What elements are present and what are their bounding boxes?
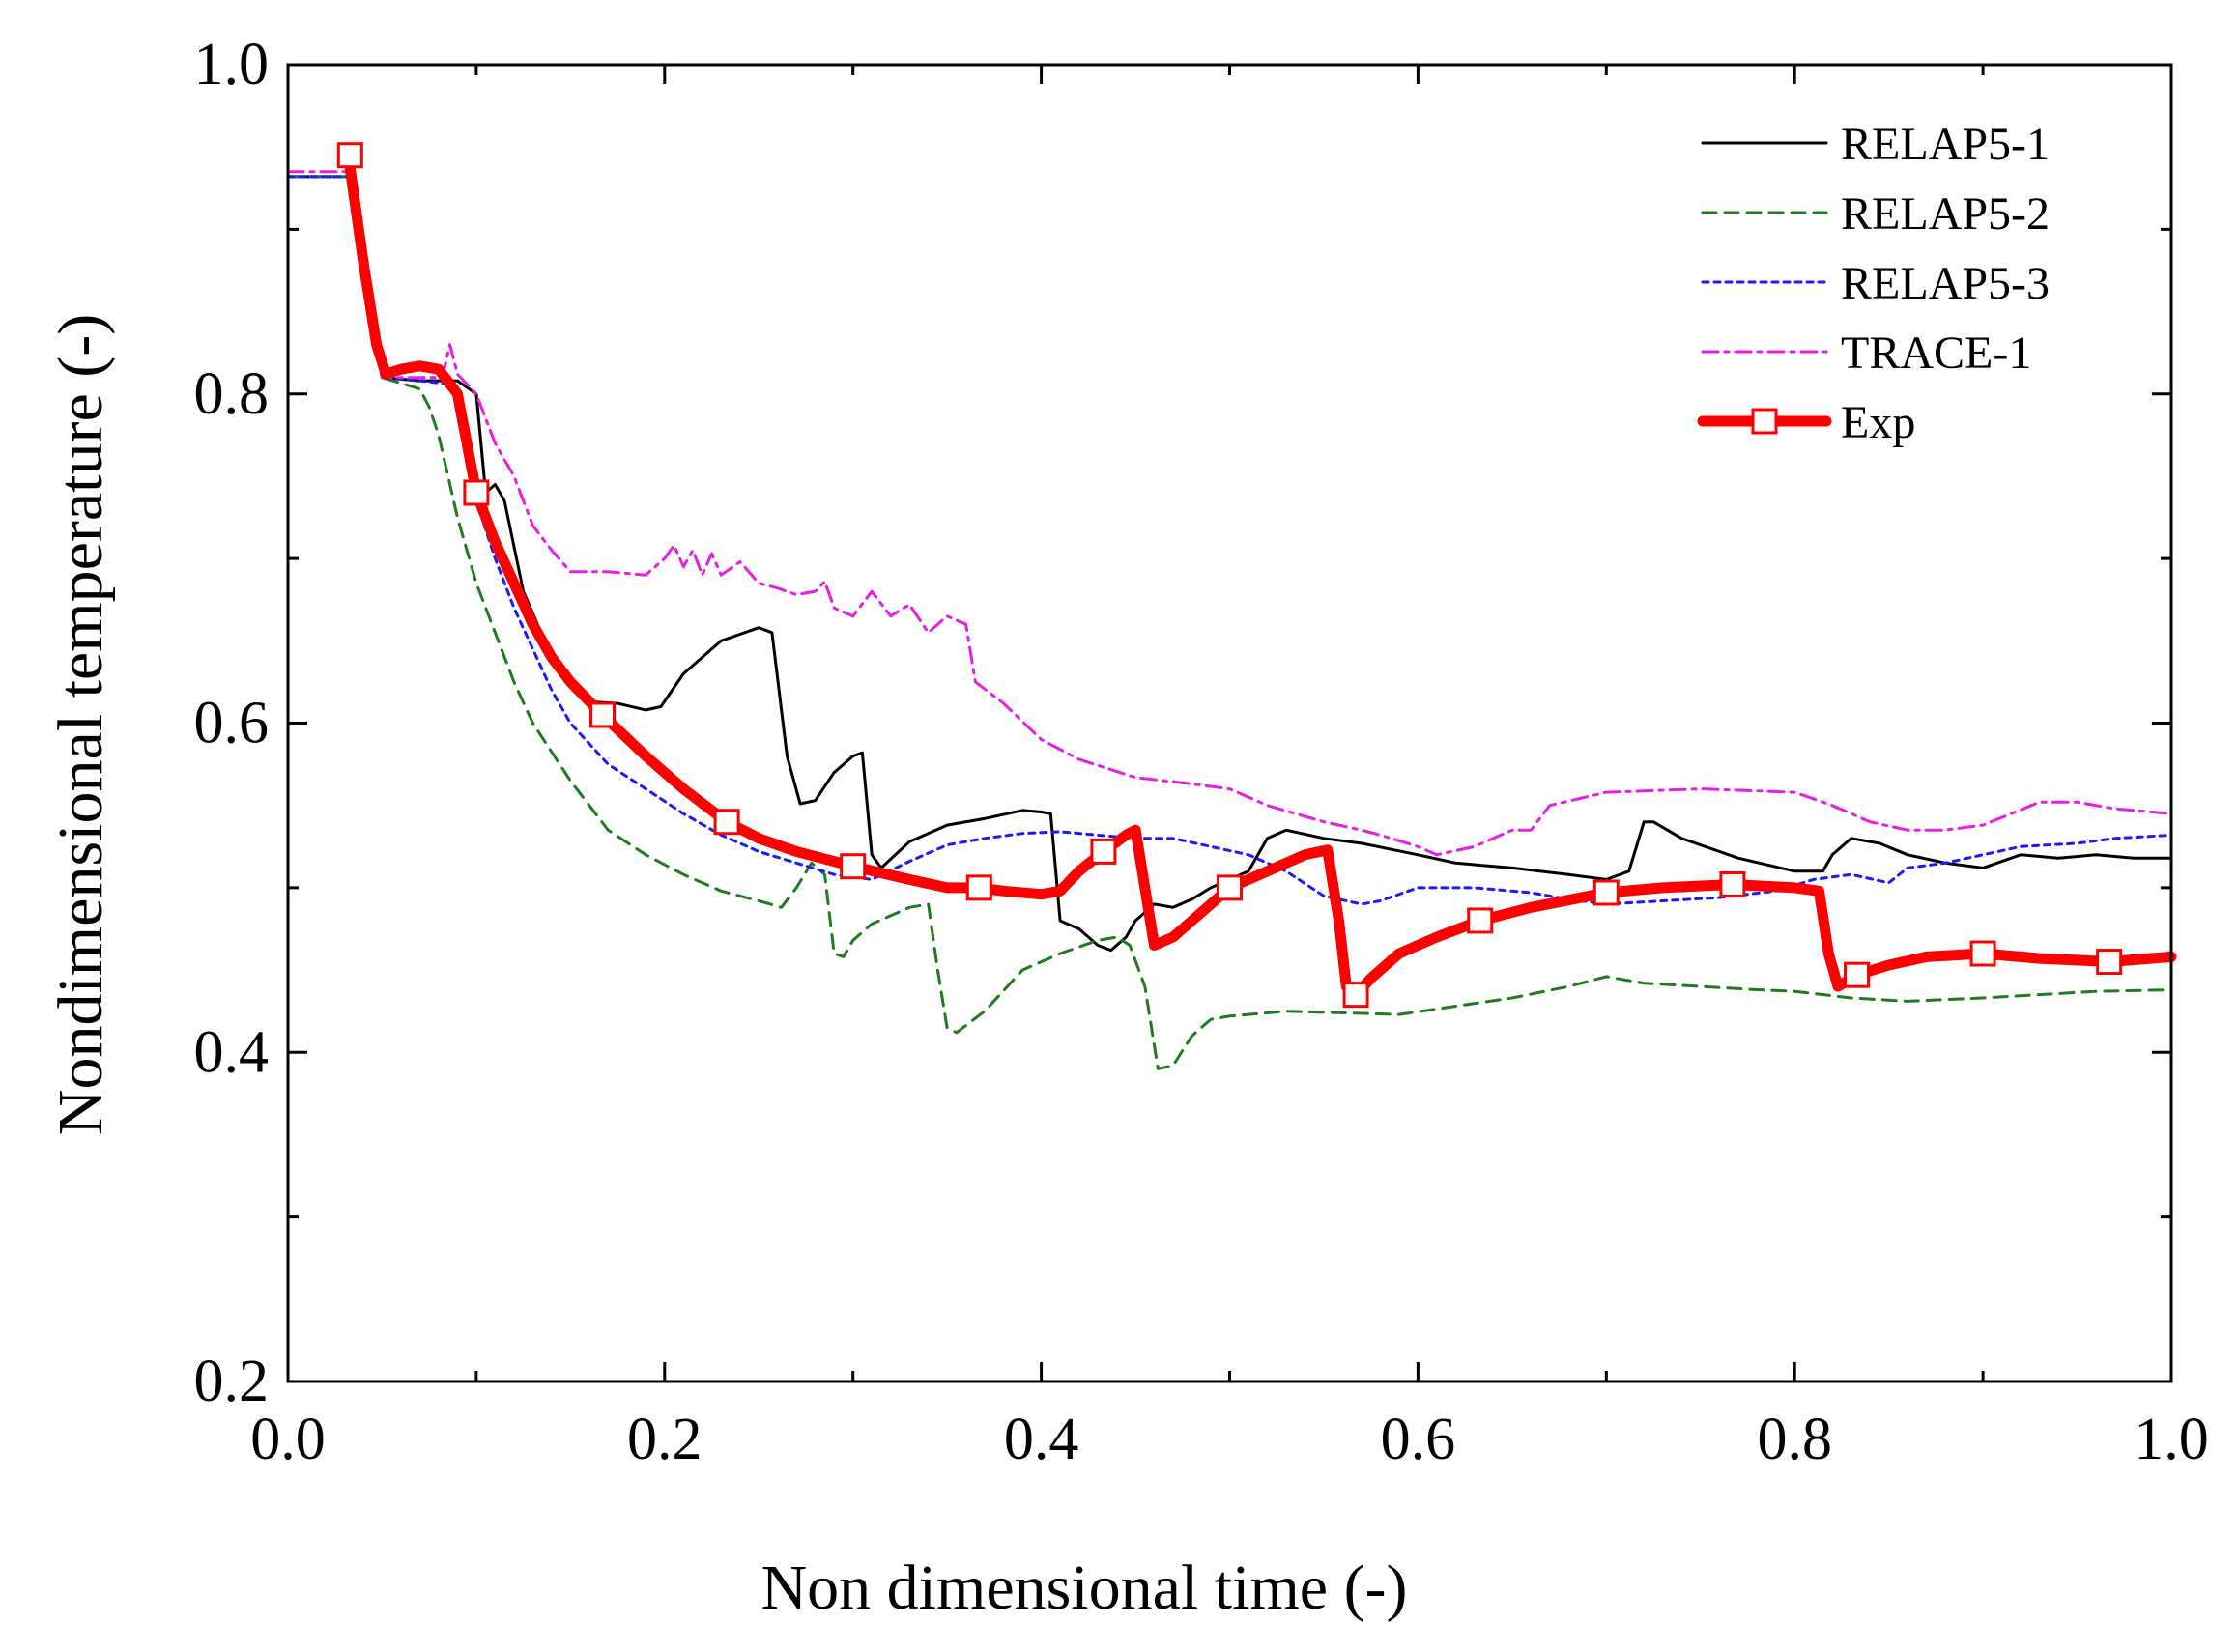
data-point-marker [1969,940,1996,967]
data-point-marker [1342,982,1369,1009]
data-point-marker [1217,874,1243,901]
x-axis-title: Non dimensional time (-) [760,1552,1407,1623]
y-tick-label: 0.8 [194,361,270,427]
data-point-marker [1090,838,1117,865]
x-tick-label: 0.6 [1381,1407,1456,1472]
x-tick-label: 0.4 [1004,1407,1079,1472]
data-point-marker [2096,949,2123,976]
legend-label: RELAP5-3 [1841,258,2050,309]
axes-layer: 0.0 0.2 0.4 0.6 0.8 1.00.20.40.60.81.0 [194,32,2209,1472]
series-line-exp [342,150,2177,1001]
data-point-marker [1592,879,1620,906]
y-tick-label: 0.6 [194,691,270,756]
y-tick-label: 1.0 [194,32,270,98]
data-point-marker [588,701,616,728]
legend-label: Exp [1841,397,1915,448]
data-point-marker [1467,907,1494,934]
y-axis-title: Nondimensional temperature (-) [45,314,116,1135]
legend-marker [1751,408,1778,435]
data-point-marker [965,874,992,901]
legend-label: RELAP5-2 [1841,188,2050,240]
data-point-marker [336,142,363,169]
legend-label: TRACE-1 [1841,328,2031,379]
series-layer [286,142,2177,1070]
data-point-marker [713,809,740,836]
series-line-relap5-3 [286,175,2173,906]
legend: RELAP5-1 RELAP5-2 RELAP5-3 TRACE-1 Exp [1697,119,2050,448]
series-line-relap5-2 [286,175,2173,1070]
x-tick-label: 0.8 [1757,1407,1832,1472]
x-tick-label: 1.0 [2134,1407,2209,1472]
data-point-marker [840,853,867,880]
x-tick-label: 0.2 [627,1407,703,1472]
y-tick-label: 0.2 [194,1349,270,1414]
data-point-marker [1719,870,1746,897]
legend-label: RELAP5-1 [1841,119,2050,170]
x-tick-label: 0.0 [250,1407,326,1472]
y-tick-label: 0.4 [194,1019,270,1085]
data-point-marker [463,479,490,506]
data-point-marker [1844,961,1871,988]
